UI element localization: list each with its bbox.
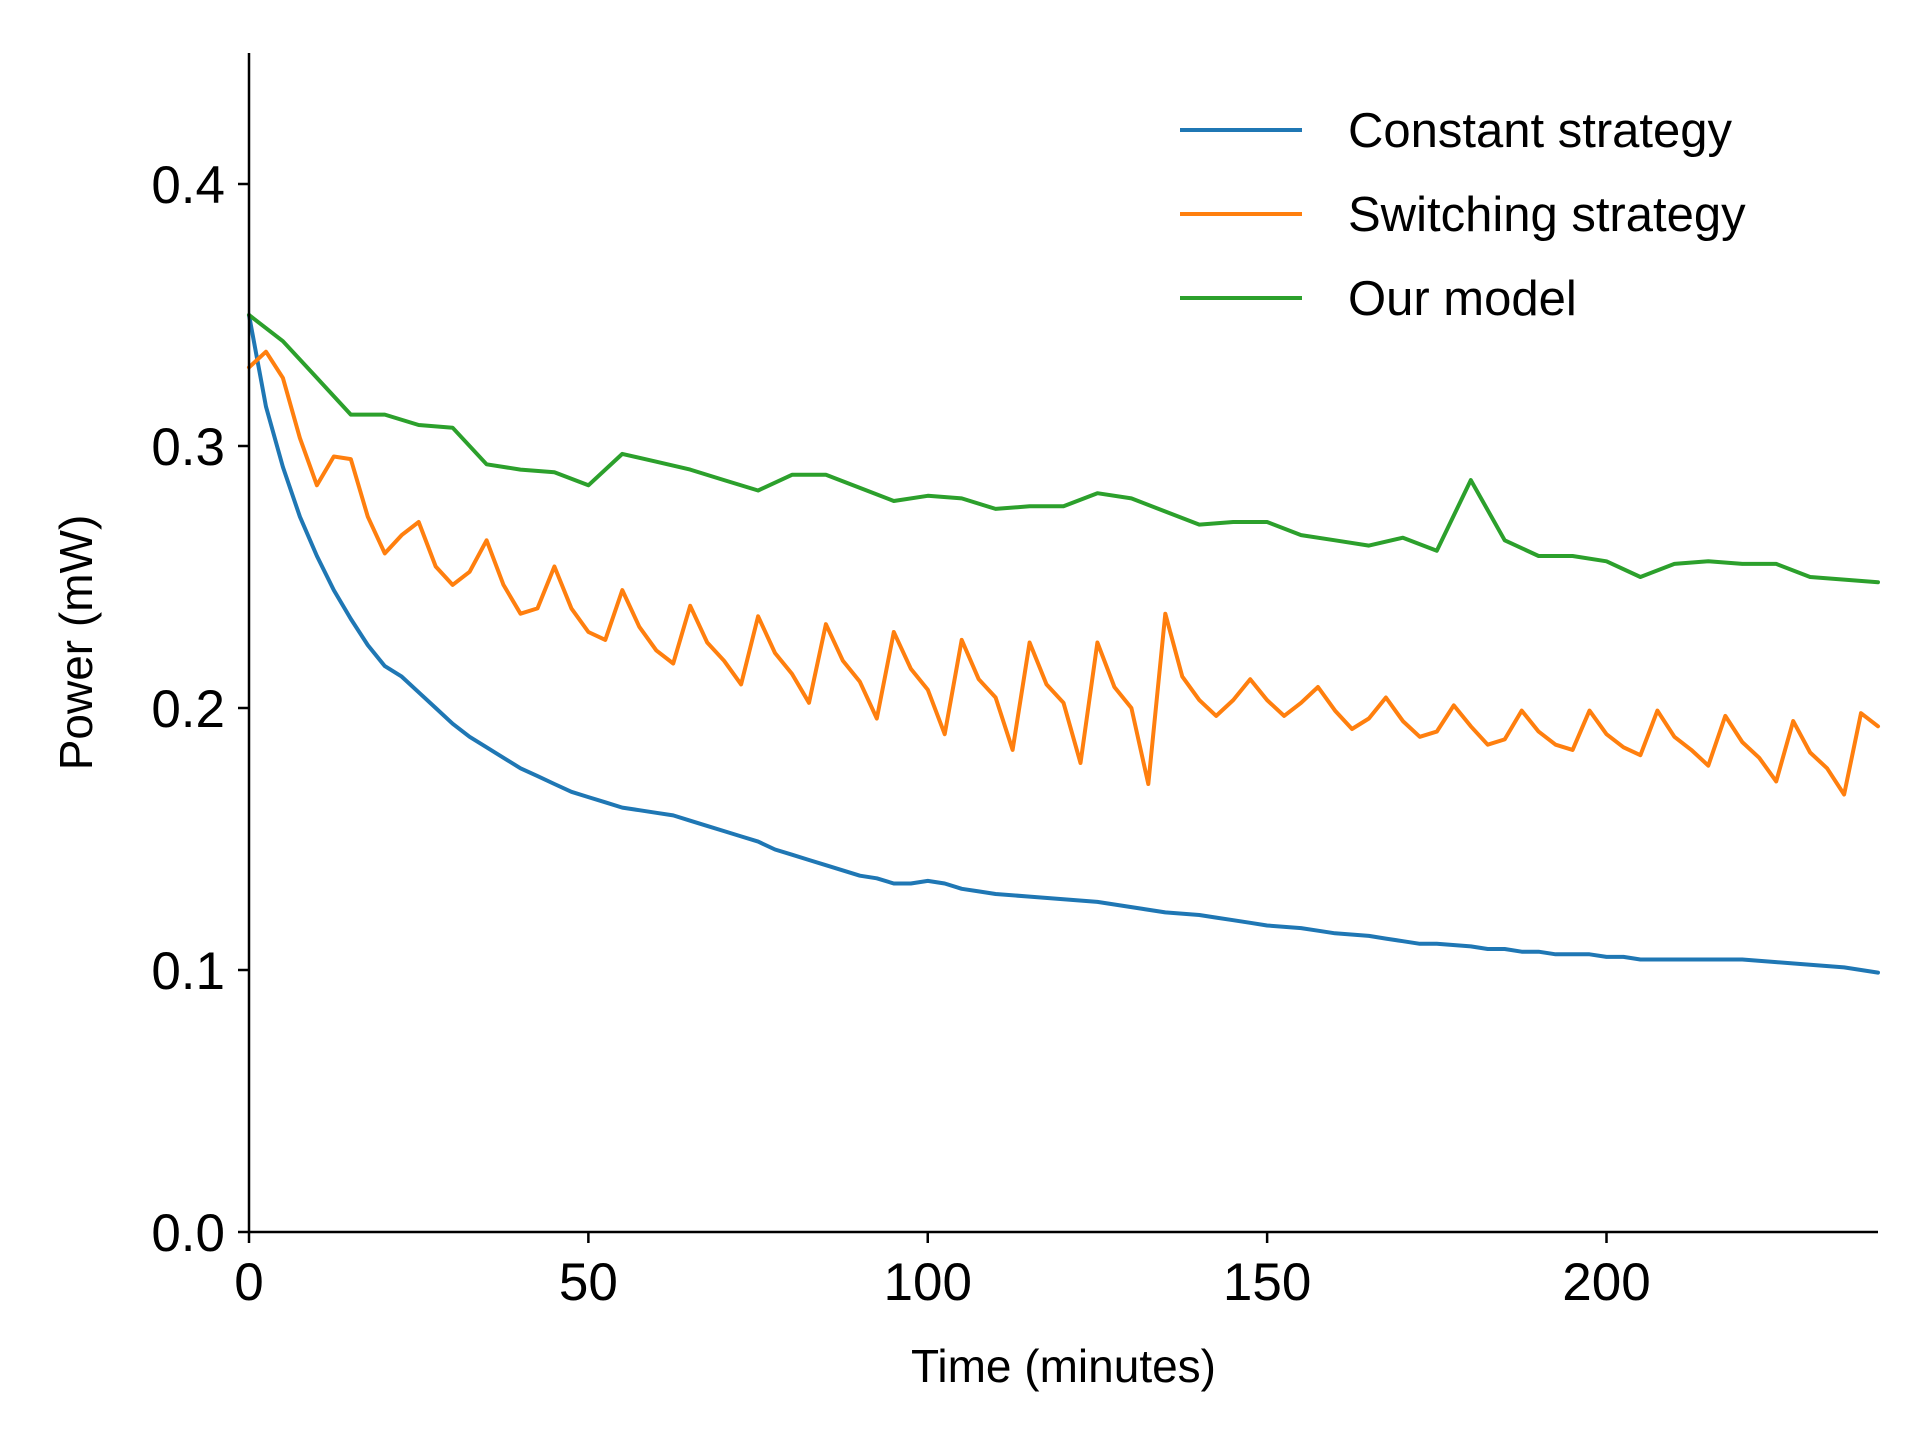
ticks: 0 50 100 150 200 0.0 0.1 0.2 0.3 0.4 [151,156,1650,1312]
y-tick-label: 0.4 [151,156,225,215]
plot-lines [247,313,1880,975]
x-tick-label: 200 [1562,1253,1650,1312]
x-tick-label: 0 [234,1253,263,1312]
x-tick-label: 150 [1223,1253,1311,1312]
y-tick-label: 0.1 [151,942,225,1001]
series-line-0 [247,313,1880,975]
series-line-1 [247,349,1880,797]
legend: Constant strategy Switching strategy Our m… [1180,104,1746,326]
legend-label-2: Our model [1348,272,1577,326]
x-axis-label: Time (minutes) [911,1340,1216,1392]
y-tick-label: 0.2 [151,680,225,739]
y-axis-label: Power (mW) [50,515,102,771]
legend-label-1: Switching strategy [1348,188,1746,242]
series-line-2 [247,313,1880,585]
x-tick-label: 50 [559,1253,618,1312]
legend-label-0: Constant strategy [1348,104,1733,158]
y-tick-label: 0.3 [151,418,225,477]
y-tick-label: 0.0 [151,1204,225,1263]
x-tick-label: 100 [884,1253,972,1312]
